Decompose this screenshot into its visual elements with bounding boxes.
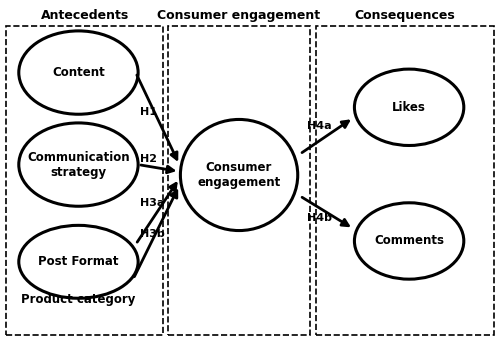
Text: Antecedents: Antecedents (40, 8, 129, 22)
Text: H4a: H4a (307, 121, 332, 131)
Text: H3a: H3a (140, 198, 164, 208)
Ellipse shape (19, 123, 138, 206)
Ellipse shape (354, 203, 464, 279)
Ellipse shape (19, 225, 138, 298)
Text: Consumer
engagement: Consumer engagement (198, 161, 280, 189)
Text: Content: Content (52, 66, 105, 79)
Text: Consequences: Consequences (355, 8, 456, 22)
Text: Likes: Likes (392, 101, 426, 114)
Ellipse shape (354, 69, 464, 146)
Text: H2: H2 (140, 154, 156, 164)
Ellipse shape (180, 119, 298, 231)
Text: Consumer engagement: Consumer engagement (158, 8, 320, 22)
Text: Communication
strategy: Communication strategy (27, 150, 130, 178)
Text: H4b: H4b (307, 214, 332, 223)
Text: Post Format: Post Format (38, 255, 118, 268)
Ellipse shape (19, 31, 138, 114)
Text: H3b: H3b (140, 229, 164, 239)
Text: H1: H1 (140, 107, 156, 118)
Text: Product category: Product category (22, 294, 136, 307)
Text: Comments: Comments (374, 234, 444, 247)
